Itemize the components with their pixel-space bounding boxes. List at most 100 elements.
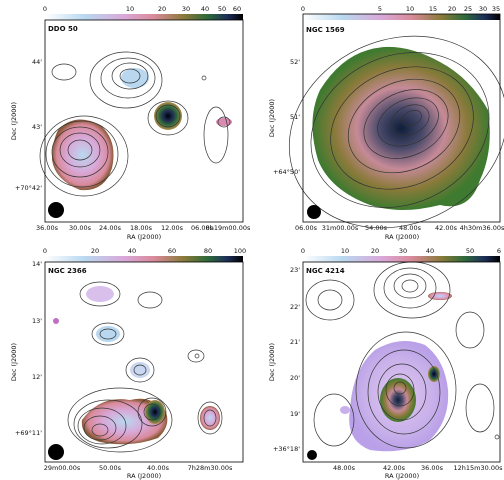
x-tick-label: 31m00.00s bbox=[322, 224, 359, 232]
x-tick-label: 36.00s bbox=[421, 464, 444, 472]
y-tick-label: +36°18' bbox=[273, 445, 300, 453]
x-tick-label: 29m00.00s bbox=[44, 464, 81, 472]
contour bbox=[402, 280, 418, 292]
colorbar-tick: 100 bbox=[234, 247, 246, 255]
emission bbox=[200, 406, 220, 430]
y-tick-label: +69°11' bbox=[15, 429, 42, 437]
panel-title: DDO 50 bbox=[48, 25, 78, 33]
x-axis-label: RA (J2000) bbox=[385, 233, 419, 241]
y-tick-label: 19' bbox=[290, 410, 300, 418]
colorbar-tick: 0 bbox=[43, 5, 47, 13]
colorbar-tick: 20 bbox=[448, 5, 456, 13]
colorbar bbox=[45, 14, 243, 20]
emission bbox=[53, 318, 59, 324]
x-tick-label: 48.00s bbox=[333, 464, 356, 472]
emission bbox=[312, 47, 489, 210]
colorbar-tick: 50 bbox=[218, 5, 226, 13]
beam bbox=[307, 450, 317, 460]
colorbar-tick: 10 bbox=[341, 247, 349, 255]
y-tick-label: +64°50' bbox=[273, 168, 300, 176]
emission bbox=[145, 400, 165, 424]
y-tick-label: +70°42' bbox=[15, 184, 42, 192]
x-tick-label: 12.00s bbox=[161, 224, 184, 232]
colorbar-tick: 40 bbox=[426, 247, 434, 255]
x-tick-label: 40.00s bbox=[147, 464, 170, 472]
colorbar-tick: 35 bbox=[492, 5, 500, 13]
colorbar-tick: 5 bbox=[378, 5, 382, 13]
beam bbox=[48, 202, 64, 218]
colorbar-tick: 0 bbox=[301, 5, 305, 13]
colorbar-tick: 60 bbox=[168, 247, 176, 255]
x-tick-label: 42.00s bbox=[435, 224, 458, 232]
panel: 0 10 20 30 40 50 60 DDO 50 44' 43' +70°4… bbox=[10, 5, 251, 241]
figure: 0 10 20 30 40 50 60 DDO 50 44' 43' +70°4… bbox=[0, 0, 504, 480]
colorbar-tick: 10 bbox=[406, 5, 414, 13]
contour bbox=[138, 292, 162, 308]
panel: 0 20 40 60 80 100 NGC 2366 14' 13' 12' +… bbox=[10, 247, 246, 480]
emission bbox=[130, 362, 150, 378]
emission bbox=[154, 102, 182, 130]
x-tick-label: 06.00s bbox=[295, 224, 318, 232]
colorbar-tick: 60 bbox=[233, 5, 241, 13]
contour bbox=[466, 384, 494, 432]
x-tick-label: 42.00s bbox=[383, 464, 406, 472]
beam bbox=[307, 205, 321, 219]
y-tick-label: 52' bbox=[290, 58, 300, 66]
y-axis-label: Dec (J2000) bbox=[10, 102, 18, 140]
colorbar bbox=[303, 14, 500, 20]
emission bbox=[86, 286, 114, 302]
y-axis-label: Dec (J2000) bbox=[10, 343, 18, 381]
x-tick-label: 8h19m00.00s bbox=[206, 224, 251, 232]
contour bbox=[495, 435, 499, 439]
x-axis-label: RA (J2000) bbox=[385, 472, 419, 480]
colorbar-tick: 40 bbox=[128, 247, 136, 255]
x-tick-label: 4h30m36.00s bbox=[460, 224, 504, 232]
contour bbox=[204, 107, 228, 163]
emission bbox=[340, 406, 350, 414]
y-tick-label: 22' bbox=[290, 303, 300, 311]
x-tick-label: 12h15m30.00s bbox=[454, 464, 504, 472]
colorbar-tick: 30 bbox=[182, 5, 190, 13]
panel: 0 5 10 15 20 25 30 35 NGC 1569 52' 51' +… bbox=[258, 1, 504, 262]
y-tick-label: 23' bbox=[290, 266, 300, 274]
emission bbox=[96, 326, 120, 342]
x-axis-label: RA (J2000) bbox=[127, 233, 161, 241]
contour bbox=[394, 274, 426, 298]
panel-title: NGC 4214 bbox=[306, 267, 345, 275]
colorbar-tick: 40 bbox=[201, 5, 209, 13]
y-tick-label: 14' bbox=[32, 260, 42, 268]
x-tick-label: 54.00s bbox=[365, 224, 388, 232]
y-tick-label: 13' bbox=[32, 317, 42, 325]
colorbar-tick: 20 bbox=[91, 247, 99, 255]
contour bbox=[195, 354, 199, 358]
y-axis-label: Dec (J2000) bbox=[268, 99, 276, 137]
y-tick-label: 21' bbox=[290, 338, 300, 346]
x-tick-label: 30.00s bbox=[69, 224, 92, 232]
beam bbox=[48, 444, 64, 460]
colorbar-tick: 20 bbox=[158, 5, 166, 13]
colorbar-tick: 10 bbox=[126, 5, 134, 13]
y-tick-label: 12' bbox=[32, 373, 42, 381]
x-tick-label: 7h28m30.00s bbox=[188, 464, 233, 472]
colorbar-tick: 0 bbox=[43, 247, 47, 255]
colorbar bbox=[303, 256, 500, 262]
y-tick-label: 44' bbox=[32, 58, 42, 66]
colorbar-tick: 30 bbox=[479, 5, 487, 13]
contour bbox=[374, 262, 450, 318]
colorbar-tick: 15 bbox=[429, 5, 437, 13]
panel-title: NGC 1569 bbox=[306, 26, 345, 34]
x-tick-label: 48.00s bbox=[399, 224, 422, 232]
contour bbox=[456, 312, 484, 348]
panel: 0 10 20 30 40 50 6 NGC 4214 23' 22' 21' … bbox=[268, 247, 503, 480]
colorbar-tick: 80 bbox=[204, 247, 212, 255]
colorbar-tick: 25 bbox=[464, 5, 472, 13]
contour bbox=[306, 280, 354, 320]
x-axis-label: RA (J2000) bbox=[127, 472, 161, 480]
y-axis-label: Dec (J2000) bbox=[268, 343, 276, 381]
x-tick-label: 18.00s bbox=[130, 224, 153, 232]
panel-title: NGC 2366 bbox=[48, 267, 87, 275]
contour bbox=[318, 290, 342, 310]
colorbar-tick: 50 bbox=[466, 247, 474, 255]
contour bbox=[314, 394, 354, 446]
colorbar-tick: 0 bbox=[301, 247, 305, 255]
